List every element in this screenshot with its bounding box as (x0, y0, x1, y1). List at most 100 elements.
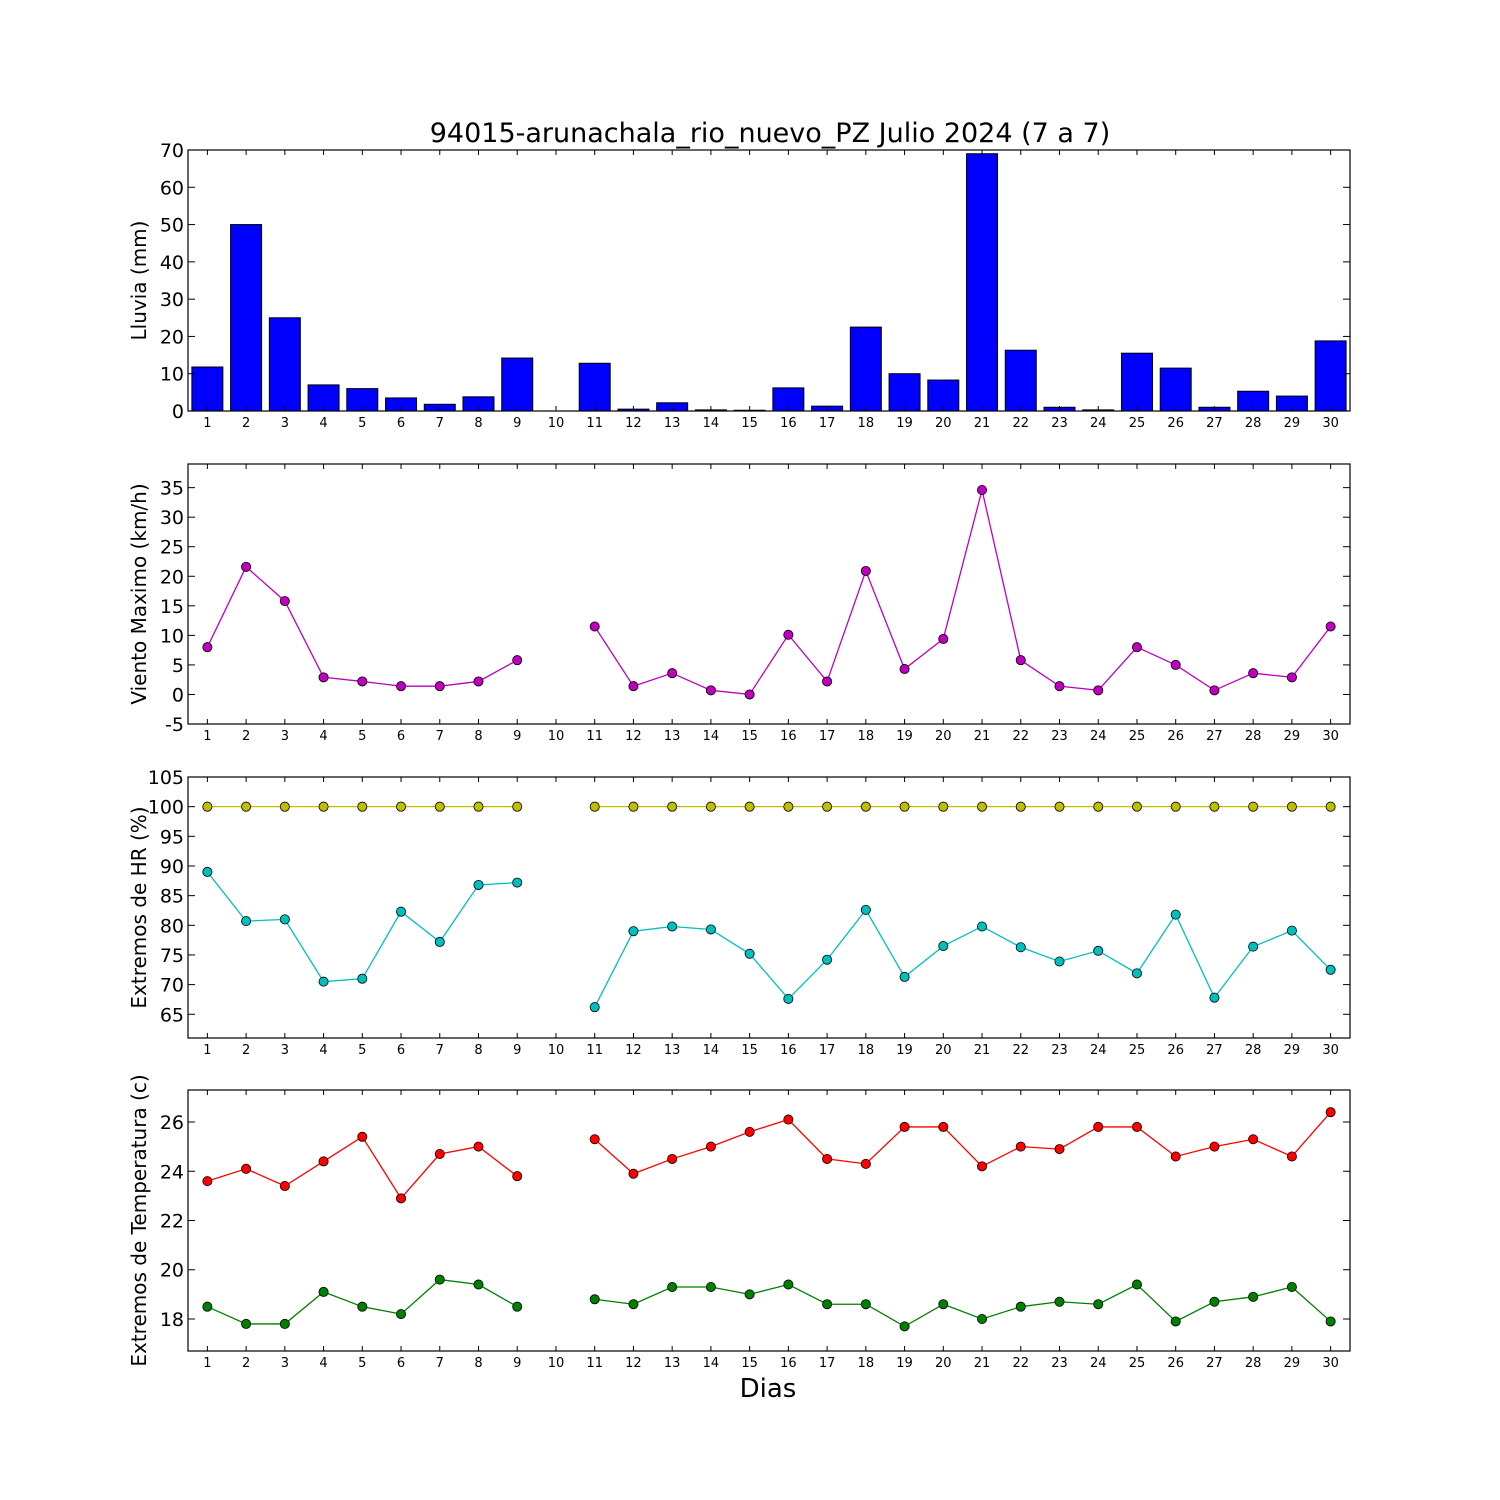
humidity-xtick-label-day-3: 3 (281, 1043, 289, 1058)
wind-xtick-label-day-10: 10 (548, 729, 565, 744)
humidity-xtick-label-day-22: 22 (1012, 1043, 1029, 1058)
temperature-ytick-label: 20 (160, 1260, 184, 1282)
temperature-series-1-point-day-23 (1054, 1144, 1065, 1155)
wind-ytick-label: 15 (160, 596, 184, 618)
humidity-xtick-label-day-13: 13 (664, 1043, 681, 1058)
temperature-series-2-point-day-29 (1286, 1281, 1297, 1292)
wind-xtick-label-day-13: 13 (664, 729, 681, 744)
temperature-xtick-label-day-22: 22 (1012, 1356, 1029, 1371)
humidity-series-1-point-day-4 (318, 801, 329, 812)
humidity-series-1-point-day-9 (512, 801, 523, 812)
humidity-ytick-label: 65 (160, 1004, 184, 1026)
wind-series-1-point-day-11 (589, 621, 600, 632)
rain-xtick-label-day-22: 22 (1012, 416, 1029, 431)
humidity-series-1-point-day-29 (1286, 801, 1297, 812)
temperature-series-2-point-day-6 (396, 1309, 407, 1320)
rain-bar-day-30 (1314, 340, 1347, 412)
rain-plot-area (188, 150, 1350, 411)
temperature-series-1-line-1 (594, 1111, 1332, 1175)
temperature-series-1-point-day-16 (783, 1114, 794, 1125)
wind-xtick-label-day-22: 22 (1012, 729, 1029, 744)
wind-xtick-label-day-20: 20 (935, 729, 952, 744)
rain-bar-day-3 (268, 317, 301, 412)
humidity-series-2-point-day-25 (1131, 968, 1142, 979)
wind-xtick-label-day-14: 14 (703, 729, 720, 744)
rain-xtick-label-day-1: 1 (203, 416, 211, 431)
wind-xtick-label-day-1: 1 (203, 729, 211, 744)
humidity-xtick-label-day-20: 20 (935, 1043, 952, 1058)
rain-xtick-label-day-26: 26 (1167, 416, 1184, 431)
rain-xtick-label-day-24: 24 (1090, 416, 1107, 431)
humidity-ytick-label: 85 (160, 886, 184, 908)
temperature-series-2-line-1 (594, 1283, 1332, 1328)
wind-series-1-point-day-4 (318, 672, 329, 683)
temperature-xtick-label-day-20: 20 (935, 1356, 952, 1371)
humidity-xtick-label-day-10: 10 (548, 1043, 565, 1058)
temperature-xtick-label-day-13: 13 (664, 1356, 681, 1371)
wind-xtick-label-day-25: 25 (1129, 729, 1146, 744)
wind-xtick-label-day-12: 12 (625, 729, 642, 744)
humidity-xtick-label-day-16: 16 (780, 1043, 797, 1058)
humidity-xtick-label-day-30: 30 (1322, 1043, 1339, 1058)
humidity-xtick-label-day-2: 2 (242, 1043, 250, 1058)
temperature-series-1-point-day-25 (1131, 1121, 1142, 1132)
humidity-xtick-label-day-5: 5 (358, 1043, 366, 1058)
temperature-ytick-label: 18 (160, 1309, 184, 1331)
wind-y-axis-label: Viento Maximo (km/h) (127, 483, 151, 704)
humidity-xtick-label-day-8: 8 (474, 1043, 482, 1058)
wind-series-1-point-day-19 (899, 664, 910, 675)
temperature-series-2-point-day-28 (1248, 1291, 1259, 1302)
temperature-xtick-label-day-23: 23 (1051, 1356, 1068, 1371)
rain-bar-day-19 (888, 373, 921, 412)
wind-series-1-point-day-6 (396, 681, 407, 692)
humidity-series-1-point-day-3 (279, 801, 290, 812)
humidity-series-2-point-day-24 (1093, 945, 1104, 956)
humidity-plot-area (188, 777, 1350, 1038)
temperature-xtick-label-day-4: 4 (319, 1356, 327, 1371)
humidity-series-1-point-day-27 (1209, 801, 1220, 812)
humidity-series-2-point-day-26 (1170, 909, 1181, 920)
wind-series-1-point-day-28 (1248, 668, 1259, 679)
rain-ytick-label: 40 (160, 252, 184, 274)
rain-y-axis-label: Lluvia (mm) (127, 221, 151, 341)
temperature-xtick-label-day-18: 18 (858, 1356, 875, 1371)
humidity-series-2-point-day-8 (473, 879, 484, 890)
rain-xtick-label-day-30: 30 (1322, 416, 1339, 431)
humidity-xtick-label-day-21: 21 (974, 1043, 991, 1058)
temperature-series-1-point-day-14 (705, 1141, 716, 1152)
humidity-series-2-point-day-1 (202, 866, 213, 877)
humidity-series-2-point-day-13 (667, 921, 678, 932)
wind-ytick-label: 35 (160, 478, 184, 500)
wind-series-1-point-day-1 (202, 642, 213, 653)
wind-series-1-point-day-14 (705, 685, 716, 696)
temperature-xtick-label-day-8: 8 (474, 1356, 482, 1371)
rain-ytick-label: 10 (160, 364, 184, 386)
temperature-series-1-point-day-3 (279, 1181, 290, 1192)
temperature-xtick-label-day-26: 26 (1167, 1356, 1184, 1371)
temperature-ytick-label: 22 (160, 1211, 184, 1233)
rain-ytick-label: 0 (172, 401, 184, 423)
temperature-series-2-point-day-5 (357, 1301, 368, 1312)
temperature-series-2-point-day-15 (744, 1289, 755, 1300)
temperature-xtick-label-day-7: 7 (436, 1356, 444, 1371)
wind-plot-area (188, 464, 1350, 724)
wind-series-1-point-day-2 (241, 561, 252, 572)
humidity-xtick-label-day-23: 23 (1051, 1043, 1068, 1058)
humidity-series-2-point-day-27 (1209, 992, 1220, 1003)
wind-series-1-point-day-5 (357, 676, 368, 687)
wind-xtick-label-day-26: 26 (1167, 729, 1184, 744)
temperature-series-2-point-day-12 (628, 1299, 639, 1310)
temperature-xtick-label-day-11: 11 (586, 1356, 603, 1371)
rain-xtick-label-day-19: 19 (896, 416, 913, 431)
humidity-series-1-point-day-5 (357, 801, 368, 812)
temperature-series-1-point-day-15 (744, 1126, 755, 1137)
wind-series-1-point-day-27 (1209, 685, 1220, 696)
rain-xtick-label-day-7: 7 (436, 416, 444, 431)
temperature-xtick-label-day-9: 9 (513, 1356, 521, 1371)
wind-xtick-label-day-29: 29 (1284, 729, 1301, 744)
temperature-series-2-point-day-18 (860, 1299, 871, 1310)
rain-ytick-label: 60 (160, 177, 184, 199)
temperature-series-2-point-day-19 (899, 1321, 910, 1332)
